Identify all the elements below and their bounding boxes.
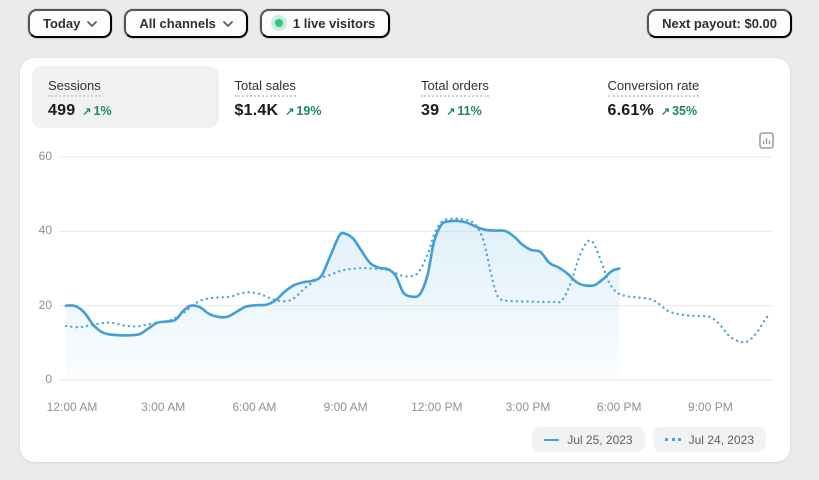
metric-label: Conversion rate	[607, 78, 700, 97]
sessions-chart: 0 20 40 60	[20, 142, 790, 400]
x-axis-label: 12:00 AM	[46, 400, 98, 414]
metric-value: 39	[421, 102, 440, 119]
date-range-button[interactable]: Today	[28, 8, 113, 38]
x-axis-label: 3:00 AM	[141, 400, 186, 414]
x-axis-label: 9:00 AM	[323, 400, 368, 414]
solid-line-swatch-icon	[544, 438, 560, 441]
next-payout-label: Next payout: $0.00	[662, 15, 777, 31]
legend-item-jul-25[interactable]: Jul 25, 2023	[532, 427, 645, 452]
live-visitors-badge[interactable]: 1 live visitors	[259, 8, 391, 38]
trend-up-icon: ↗	[446, 106, 456, 118]
metric-label: Sessions	[48, 78, 101, 97]
y-axis-label: 60	[38, 149, 52, 163]
metric-delta: ↗ 11%	[446, 104, 482, 118]
metric-delta: ↗ 19%	[285, 104, 322, 118]
channel-filter-button[interactable]: All channels	[124, 8, 248, 38]
legend-label: Jul 25, 2023	[567, 432, 633, 447]
x-axis-label: 3:00 PM	[505, 400, 551, 414]
x-axis-labels: 12:00 AM 3:00 AM 6:00 AM 9:00 AM 12:00 PM 3:0…	[20, 400, 790, 420]
metric-value: 499	[48, 102, 76, 119]
metric-tab-sessions[interactable]: Sessions 499 ↗ 1%	[32, 66, 219, 128]
metric-label: Total orders	[421, 78, 489, 97]
chevron-down-icon	[87, 20, 98, 27]
analytics-overview-card: Sessions 499 ↗ 1% Total sales $1.4K ↗ 19% …	[20, 58, 790, 462]
x-axis-label: 6:00 PM	[596, 400, 642, 414]
legend-label: Jul 24, 2023	[688, 432, 754, 447]
y-axis-label: 20	[38, 297, 52, 312]
metric-tab-total-sales[interactable]: Total sales $1.4K ↗ 19%	[219, 66, 406, 128]
live-visitors-label: 1 live visitors	[292, 15, 376, 31]
export-report-icon[interactable]	[756, 130, 776, 150]
y-axis-label: 0	[45, 372, 52, 386]
chevron-down-icon	[223, 20, 233, 27]
sessions-chart-canvas	[58, 156, 772, 381]
chart-legend: Jul 25, 2023 Jul 24, 2023	[532, 427, 766, 452]
analytics-toolbar: Today All channels 1 live visitors Next …	[28, 8, 792, 38]
metric-tab-total-orders[interactable]: Total orders 39 ↗ 11%	[405, 66, 592, 128]
metric-label: Total sales	[234, 78, 296, 97]
metric-tabs: Sessions 499 ↗ 1% Total sales $1.4K ↗ 19% …	[32, 66, 778, 128]
trend-up-icon: ↗	[82, 106, 92, 118]
live-dot-icon	[274, 19, 283, 27]
channel-filter-label: All channels	[139, 15, 216, 31]
metric-delta: ↗ 35%	[660, 104, 698, 118]
metric-value: 6.61%	[607, 102, 654, 119]
trend-up-icon: ↗	[285, 106, 295, 118]
legend-item-jul-24[interactable]: Jul 24, 2023	[652, 427, 766, 452]
x-axis-label: 12:00 PM	[411, 400, 463, 414]
y-axis-label: 40	[38, 223, 52, 238]
metric-delta: ↗ 1%	[82, 104, 112, 118]
date-range-label: Today	[43, 15, 81, 31]
x-axis-label: 9:00 PM	[688, 400, 733, 414]
next-payout-button[interactable]: Next payout: $0.00	[647, 8, 792, 38]
x-axis-label: 6:00 AM	[232, 400, 277, 414]
trend-up-icon: ↗	[660, 106, 671, 118]
metric-tab-conversion-rate[interactable]: Conversion rate 6.61% ↗ 35%	[592, 66, 779, 128]
dotted-line-swatch-icon	[664, 438, 681, 441]
metric-value: $1.4K	[234, 102, 279, 119]
